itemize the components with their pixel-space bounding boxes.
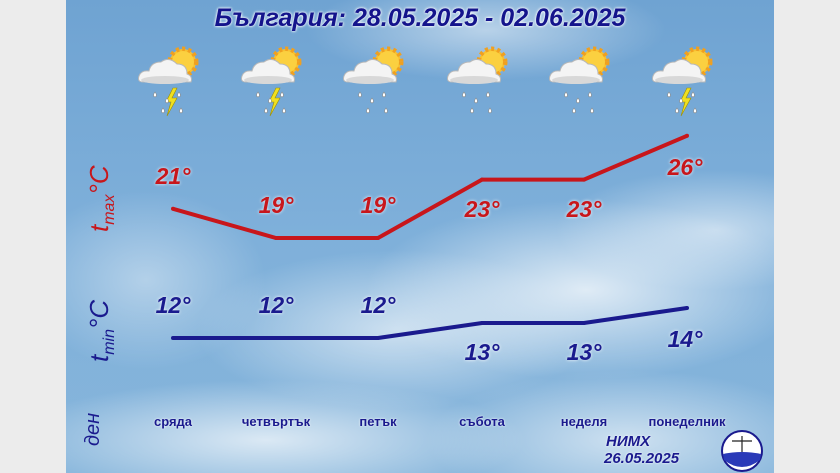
- tmin-point: [480, 321, 484, 325]
- cloud-sun-rain-icon: [338, 40, 418, 120]
- day-label: петък: [359, 414, 397, 429]
- cloud-sun-rain-thunder-icon: [133, 40, 213, 120]
- tmax-data-label: 19°: [360, 192, 396, 218]
- tmax-data-label: 26°: [667, 153, 703, 180]
- tmin-data-label: 13°: [464, 339, 500, 365]
- day-label: неделя: [560, 414, 608, 429]
- tmax-data-label: 23°: [566, 195, 602, 222]
- tmax-data-label: 19°: [258, 192, 294, 218]
- cloud-sun-rain-icon: [442, 40, 522, 120]
- tmin-point: [376, 336, 380, 340]
- tmax-point: [376, 236, 380, 240]
- forecast-panel: България: 28.05.2025 - 02.06.2025 21° 19°…: [66, 0, 774, 473]
- tmax-point: [274, 236, 278, 240]
- tmax-line: [172, 133, 688, 240]
- tmin-data-label: 12°: [258, 292, 294, 318]
- tmax-point: [171, 206, 175, 211]
- tmin-axis-label: tmin°C: [84, 299, 119, 362]
- issue-date: 26.05.2025: [604, 450, 680, 467]
- tmax-axis-label: tmax°C: [84, 165, 119, 232]
- tmin-data-label: 14°: [667, 326, 703, 352]
- tmin-data-label: 12°: [155, 292, 191, 318]
- tmin-point: [274, 336, 278, 340]
- day-label: четвъртък: [241, 414, 311, 429]
- tmax-point: [582, 177, 586, 182]
- tmax-point: [685, 133, 689, 138]
- day-label: сряда: [153, 414, 193, 429]
- day-label: понеделник: [648, 414, 726, 429]
- tmax-point: [480, 177, 484, 182]
- tmin-data-label: 12°: [360, 292, 396, 318]
- cloud-sun-rain-thunder-icon: [647, 40, 727, 120]
- temperature-chart: [171, 133, 689, 340]
- day-label: събота: [459, 414, 505, 429]
- day-axis-label: ден: [82, 412, 104, 446]
- tmax-data-label: 23°: [464, 195, 500, 222]
- tmin-line: [173, 306, 688, 340]
- org-name: НИМХ: [606, 433, 651, 450]
- nimh-logo: [721, 430, 763, 472]
- tmin-point: [685, 306, 689, 310]
- tmin-point: [171, 336, 175, 340]
- tmin-data-label: 13°: [566, 339, 602, 365]
- cloud-sun-rain-thunder-icon: [236, 40, 316, 120]
- cloud-sun-rain-icon: [544, 40, 624, 120]
- chart-title: България: 28.05.2025 - 02.06.2025: [214, 4, 626, 32]
- tmax-data-label: 21°: [155, 162, 191, 189]
- tmin-point: [582, 321, 586, 325]
